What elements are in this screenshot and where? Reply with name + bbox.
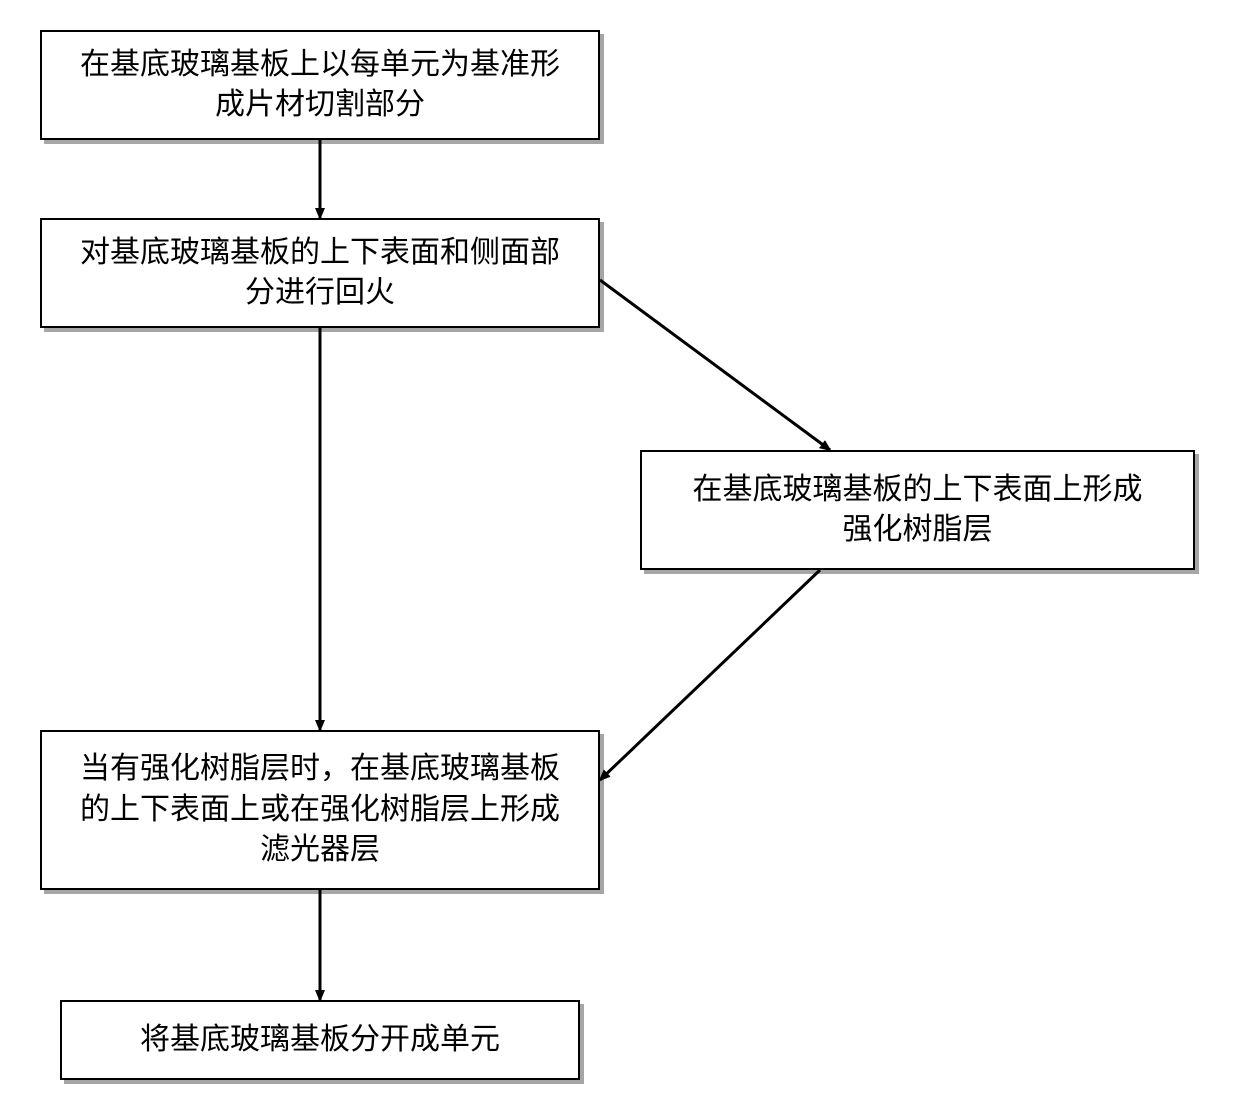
flow-edge-n2-n3: [600, 280, 830, 450]
flow-node-label: 对基底玻璃基板的上下表面和侧面部 分进行回火: [80, 233, 560, 314]
flow-edge-n3-n4: [600, 570, 820, 780]
flow-node-label: 当有强化树脂层时，在基底玻璃基板 的上下表面上或在强化树脂层上形成 滤光器层: [80, 749, 560, 871]
flow-node-label: 将基底玻璃基板分开成单元: [140, 1020, 500, 1061]
flow-node-n5: 将基底玻璃基板分开成单元: [60, 1000, 580, 1080]
flow-node-label: 在基底玻璃基板的上下表面上形成 强化树脂层: [693, 470, 1143, 551]
flowchart-canvas: 在基底玻璃基板上以每单元为基准形 成片材切割部分对基底玻璃基板的上下表面和侧面部…: [0, 0, 1239, 1114]
flow-node-n3: 在基底玻璃基板的上下表面上形成 强化树脂层: [640, 450, 1195, 570]
flow-node-n2: 对基底玻璃基板的上下表面和侧面部 分进行回火: [40, 218, 600, 328]
flow-node-n4: 当有强化树脂层时，在基底玻璃基板 的上下表面上或在强化树脂层上形成 滤光器层: [40, 730, 600, 890]
flow-node-n1: 在基底玻璃基板上以每单元为基准形 成片材切割部分: [40, 30, 600, 140]
flow-node-label: 在基底玻璃基板上以每单元为基准形 成片材切割部分: [80, 45, 560, 126]
